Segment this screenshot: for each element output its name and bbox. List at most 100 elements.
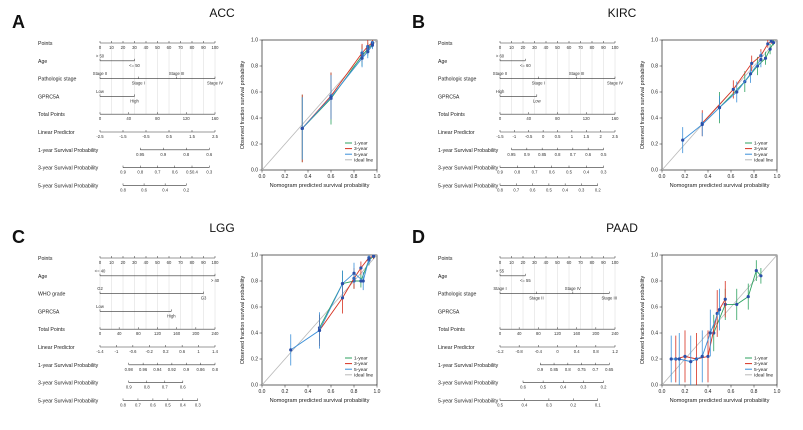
nomogram-tick-label: 0.9 xyxy=(524,152,530,157)
x-tick-label: 0.0 xyxy=(259,389,266,395)
nomogram-row-label: 1-year Survival Probability xyxy=(38,148,99,154)
nomogram-tick-label: 0.2 xyxy=(183,187,189,192)
y-tick-label: 1.0 xyxy=(651,253,658,259)
nomogram-tick-label: 0.8 xyxy=(183,152,189,157)
nomogram-row: GPRC5A xyxy=(438,309,460,315)
x-tick-label: 0.4 xyxy=(705,174,712,180)
nomogram-tick-label: 0.4 xyxy=(522,402,528,407)
nomogram-tick-label: 10 xyxy=(509,45,514,50)
data-point xyxy=(746,295,750,299)
nomogram-tick-label: 200 xyxy=(592,331,600,336)
legend-label: 5-year xyxy=(754,367,768,373)
x-tick-label: 0.6 xyxy=(728,174,735,180)
legend-label: 1-year xyxy=(354,356,368,362)
nomogram-tick-label: 80 xyxy=(155,116,160,121)
nomogram-tick-label: 40 xyxy=(526,116,531,121)
nomogram-tick-label: 0.8 xyxy=(555,152,561,157)
nomogram-tick-label: 0.2 xyxy=(595,187,601,192)
nomogram-tick-label: 0.5 xyxy=(601,152,607,157)
y-tick-label: 0.0 xyxy=(651,168,658,174)
nomogram-tick-label: 0 xyxy=(556,349,559,354)
nomogram-row: GPRC5A Low High xyxy=(38,89,139,104)
data-point xyxy=(700,354,704,358)
nomogram-tick-label: 0.4 xyxy=(180,402,186,407)
data-point xyxy=(763,56,768,60)
nomogram-tick-label: 0.7 xyxy=(532,170,538,175)
nomogram-tick-label: 0.4 xyxy=(574,349,580,354)
data-point xyxy=(289,348,293,352)
nomogram-row-label: Total Points xyxy=(38,327,65,333)
nomogram-row-label: Total Points xyxy=(438,112,465,118)
legend-label: Ideal line xyxy=(754,157,774,163)
data-point xyxy=(352,271,356,275)
nomogram-tick-label: 0.94 xyxy=(153,367,162,372)
data-point xyxy=(766,42,770,46)
data-point xyxy=(717,106,722,110)
legend-label: 1-year xyxy=(754,356,768,362)
nomogram-row: Age > 50 <= 50 xyxy=(38,53,141,68)
nomogram-tick-label: 0.6 xyxy=(530,187,536,192)
nomogram-row-label: Linear Predictor xyxy=(438,130,475,136)
nomogram-row: GPRC5A High Low xyxy=(438,89,542,104)
nomogram-row: 3-year Survival Probability 0.9 0.8 0.7 0.6 0… xyxy=(38,165,213,175)
nomogram-tick-label: 0.7 xyxy=(513,187,519,192)
data-point xyxy=(300,126,304,130)
nomogram-row-label: Age xyxy=(38,274,47,280)
nomogram-tick-label: -0.5 xyxy=(525,134,533,139)
y-tick-label: 0.4 xyxy=(251,116,258,122)
nomogram-tick-label: 1.4 xyxy=(212,349,218,354)
nomogram-tick-label: Stage III xyxy=(169,71,185,76)
nomogram-tick-label: 0.92 xyxy=(168,367,177,372)
nomogram-tick-label: 0.6 xyxy=(150,402,156,407)
panel-title: PAAD xyxy=(606,221,638,235)
nomogram-row-label: Age xyxy=(438,59,447,65)
nomogram-row: Linear Predictor -1.5 -1 -0.5 0 0.5 1 1.5 2 2.5 xyxy=(438,130,619,139)
data-point xyxy=(371,254,376,258)
nomogram-tick-label: 0.1 xyxy=(595,402,601,407)
nomogram-tick-label: 60 xyxy=(167,260,172,265)
x-tick-label: 0.0 xyxy=(259,174,266,180)
nomogram-tick-label: 70 xyxy=(578,45,583,50)
nomogram-row-label: Linear Predictor xyxy=(438,345,475,351)
series-5-year xyxy=(669,288,722,385)
nomogram-tick-label: Stage I xyxy=(493,286,506,291)
nomogram-tick-label: 0.6 xyxy=(172,170,178,175)
nomogram-tick-label: 40 xyxy=(126,116,131,121)
nomogram-tick-label: 0.5 xyxy=(555,134,561,139)
nomogram-tick-label: 0.6 xyxy=(585,152,591,157)
nomogram-tick-label: 70 xyxy=(178,260,183,265)
nomogram-tick-label: 100 xyxy=(212,260,220,265)
data-point xyxy=(340,282,345,286)
nomogram-tick-label: -1.5 xyxy=(496,134,504,139)
x-tick-label: 1.0 xyxy=(374,389,381,395)
nomogram-tick-label: 0.4 xyxy=(562,187,568,192)
y-tick-label: 0.4 xyxy=(251,331,258,337)
nomogram-tick-label: 160 xyxy=(173,331,181,336)
nomogram-row-label: 3-year Survival Probability xyxy=(438,381,499,387)
nomogram-tick-label: Stage IV xyxy=(565,286,581,291)
data-point xyxy=(735,90,739,94)
nomogram: Points 0 10 20 30 40 50 60 70 80 90 100 Age > 50 <= 50… xyxy=(38,41,223,192)
nomogram-row-label: Points xyxy=(38,41,53,47)
nomogram-tick-label: 90 xyxy=(601,260,606,265)
nomogram-row-label: Age xyxy=(38,59,47,65)
data-point xyxy=(700,122,704,127)
series-line xyxy=(319,255,374,329)
nomogram-tick-label: 200 xyxy=(192,331,200,336)
x-tick-label: 0.2 xyxy=(682,389,689,395)
nomogram-row: WHO grade G2 G3 xyxy=(38,286,207,301)
legend-label: 5-year xyxy=(354,367,368,373)
y-tick-label: 1.0 xyxy=(251,38,258,44)
nomogram-tick-label: 0.8 xyxy=(137,170,143,175)
legend-label: 5-year xyxy=(354,152,368,158)
nomogram-tick-label: High xyxy=(496,89,505,94)
nomogram-tick-label: 160 xyxy=(573,331,581,336)
plot-frame xyxy=(261,254,378,386)
nomogram-tick-label: 40 xyxy=(544,45,549,50)
x-tick-label: 0.8 xyxy=(751,389,758,395)
x-axis-label: Nomogram predicted survival probability xyxy=(670,183,770,189)
nomogram-tick-label: Stage II xyxy=(493,71,507,76)
